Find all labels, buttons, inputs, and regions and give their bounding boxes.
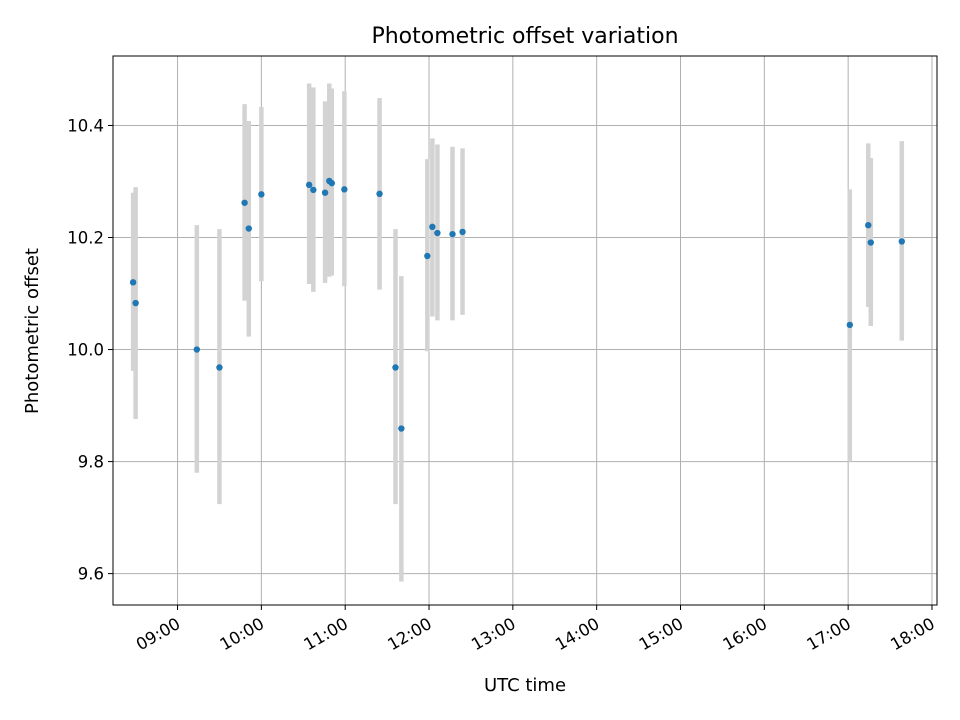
data-point bbox=[245, 225, 252, 232]
chart-title: Photometric offset variation bbox=[371, 24, 678, 49]
y-tick-label: 10.4 bbox=[67, 116, 104, 135]
plot-frame bbox=[112, 55, 938, 606]
data-point bbox=[328, 179, 335, 187]
data-point bbox=[865, 221, 872, 229]
data-point bbox=[398, 425, 405, 432]
y-tick-label: 9.8 bbox=[78, 453, 104, 472]
data-point bbox=[258, 191, 265, 198]
data-point bbox=[321, 189, 329, 196]
data-point bbox=[392, 364, 399, 371]
data-point bbox=[429, 223, 436, 231]
data-point bbox=[459, 228, 466, 236]
data-point bbox=[867, 239, 874, 246]
y-tick-label: 10.0 bbox=[67, 341, 104, 360]
y-tick-label: 9.6 bbox=[78, 565, 104, 584]
data-point bbox=[424, 252, 431, 260]
data-point bbox=[341, 186, 348, 193]
grid-lines bbox=[113, 56, 937, 605]
y-axis-label: Photometric offset bbox=[22, 248, 43, 414]
data-point bbox=[376, 190, 383, 198]
data-point bbox=[898, 238, 905, 245]
data-point bbox=[193, 346, 201, 353]
data-points bbox=[129, 177, 905, 432]
y-axis-ticks: 9.6 9.8 10.0 10.2 10.4 bbox=[67, 116, 113, 584]
data-point bbox=[846, 321, 854, 329]
data-point bbox=[132, 299, 139, 307]
data-point bbox=[129, 279, 137, 286]
data-point bbox=[241, 199, 248, 206]
data-point bbox=[449, 230, 456, 238]
data-point bbox=[216, 364, 223, 371]
x-axis-label: UTC time bbox=[484, 675, 566, 696]
data-point bbox=[310, 186, 317, 194]
data-point bbox=[305, 181, 313, 189]
y-tick-label: 10.2 bbox=[67, 229, 104, 248]
data-point bbox=[434, 229, 441, 237]
